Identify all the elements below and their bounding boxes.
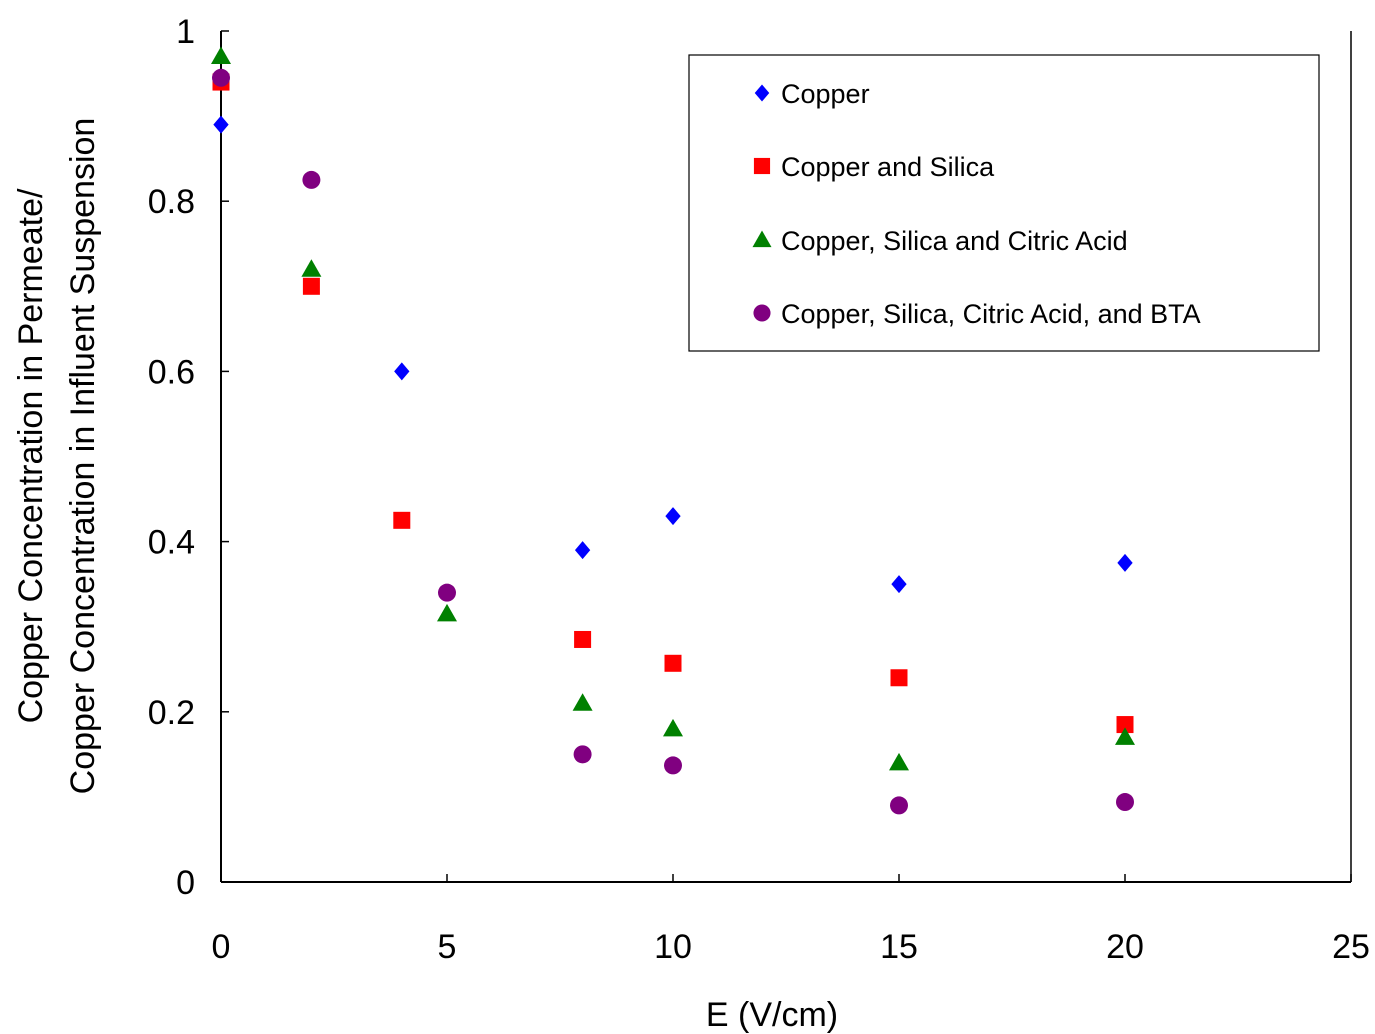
legend-marker-triangle — [752, 230, 772, 248]
data-point-diamond — [665, 507, 681, 526]
y-tick-label: 0.6 — [148, 353, 195, 391]
x-axis-title: E (V/cm) — [706, 996, 838, 1034]
x-tick-label: 0 — [212, 928, 231, 966]
series-copper-silica-and-citric-acid — [211, 46, 1135, 771]
y-tick-label: 0.8 — [148, 183, 195, 221]
x-tick-label: 25 — [1332, 928, 1370, 966]
x-tick-label: 5 — [438, 928, 457, 966]
data-point-triangle — [437, 603, 457, 622]
data-point-square — [664, 654, 682, 672]
data-point-triangle — [211, 46, 231, 65]
data-point-triangle — [663, 718, 683, 737]
legend-entry: Copper — [754, 79, 870, 109]
data-point-square — [393, 511, 411, 529]
legend-label: Copper, Silica and Citric Acid — [781, 226, 1128, 256]
x-tick-label: 15 — [880, 928, 918, 966]
data-point-square — [302, 277, 320, 295]
legend-marker-circle — [753, 304, 771, 322]
legend-label: Copper — [781, 79, 870, 109]
data-point-diamond — [394, 362, 410, 381]
data-point-triangle — [1115, 727, 1135, 745]
data-point-diamond — [213, 115, 229, 134]
data-point-square — [574, 630, 592, 648]
x-tick-label: 20 — [1106, 928, 1144, 966]
legend-marker-diamond — [754, 84, 770, 102]
data-point-circle — [302, 170, 321, 189]
markers — [211, 46, 1135, 815]
data-point-circle — [890, 796, 908, 815]
data-point-triangle — [572, 693, 593, 711]
legend-marker-square — [753, 157, 771, 175]
x-tick-label: 10 — [654, 928, 692, 966]
legend: Copper Copper and Silica Copper, Silica an… — [688, 54, 1320, 352]
ticks: 0 5 10 15 20 25 0 0.2 0.4 0.6 0.8 1 — [148, 13, 1370, 966]
data-point-diamond — [891, 575, 907, 594]
y-tick-label: 0 — [176, 864, 195, 902]
data-point-circle — [573, 745, 592, 764]
legend-entry: Copper, Silica and Citric Acid — [752, 226, 1128, 256]
series-copper — [213, 115, 1133, 594]
axes — [220, 31, 1352, 883]
data-point-square — [890, 669, 908, 687]
y-tick-label: 0.4 — [148, 524, 195, 562]
legend-label: Copper, Silica, Citric Acid, and BTA — [781, 299, 1201, 329]
y-axis-title-line-1: Copper Concentration in Permeate/ — [12, 188, 50, 723]
y-tick-label: 0.2 — [148, 694, 195, 732]
data-point-square — [1116, 716, 1134, 734]
legend-label: Copper and Silica — [781, 152, 995, 182]
legend-box — [688, 54, 1320, 352]
legend-entry: Copper, Silica, Citric Acid, and BTA — [753, 299, 1201, 329]
data-point-circle — [212, 68, 230, 87]
data-point-diamond — [574, 541, 591, 560]
y-axis-title-line-2: Copper Concentration in Influent Suspens… — [64, 118, 102, 795]
series-copper-silica-citric-acid-and-bta — [212, 68, 1134, 815]
data-point-circle — [1116, 793, 1134, 812]
data-point-circle — [438, 583, 456, 602]
y-tick-label: 1 — [176, 13, 195, 51]
data-point-triangle — [301, 259, 322, 277]
y-axis-title: Copper Concentration in Permeate/ Copper… — [12, 118, 102, 795]
data-point-circle — [664, 756, 682, 775]
data-point-triangle — [889, 752, 909, 771]
legend-entry: Copper and Silica — [753, 152, 995, 182]
data-point-diamond — [1117, 553, 1133, 572]
